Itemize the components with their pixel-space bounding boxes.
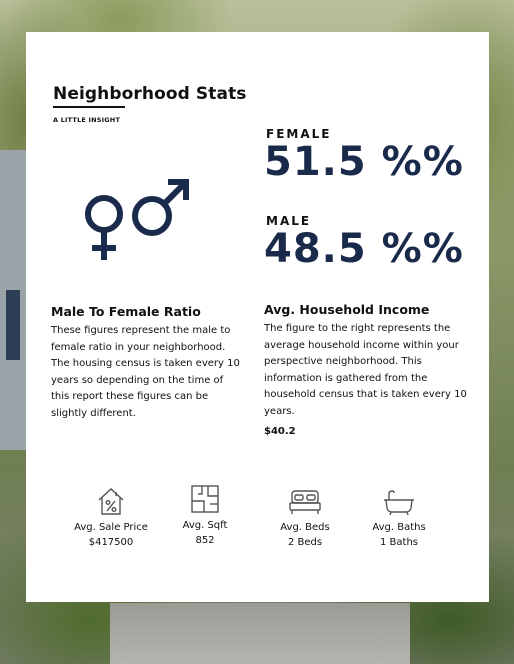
income-heading: Avg. Household Income: [264, 302, 430, 317]
background-road: [110, 603, 410, 664]
feature-sale-price-value: $417500: [88, 537, 134, 548]
male-label: MALE: [266, 214, 312, 228]
page-title: Neighborhood Stats: [53, 84, 247, 104]
feature-baths: Avg. Baths 1 Baths: [349, 488, 449, 550]
gender-symbols-icon: [85, 179, 189, 260]
feature-sale-price: Avg. Sale Price $417500: [61, 486, 161, 550]
feature-beds: Avg. Beds 2 Beds: [255, 488, 355, 550]
bed-icon: [289, 490, 321, 514]
female-label: FEMALE: [266, 127, 332, 141]
male-symbol-icon: [132, 196, 172, 236]
feature-baths-value: 1 Baths: [380, 537, 418, 548]
ratio-heading: Male To Female Ratio: [51, 304, 201, 319]
bathtub-icon: [384, 490, 414, 516]
house-percent-icon: [98, 488, 124, 515]
stats-card: Neighborhood Stats A LITTLE INSIGHT FEMA…: [26, 32, 489, 602]
background-house: [0, 150, 26, 450]
feature-sqft: Avg. Sqft 852: [155, 484, 255, 548]
background-window: [6, 290, 20, 360]
feature-sqft-label: Avg. Sqft: [182, 520, 228, 531]
female-symbol-icon: [85, 195, 123, 233]
feature-sqft-value: 852: [195, 535, 215, 546]
page-subtitle: A LITTLE INSIGHT: [53, 116, 121, 124]
female-value: 51.5 %%: [264, 139, 464, 185]
floorplan-icon: [191, 485, 219, 513]
feature-baths-label: Avg. Baths: [372, 522, 426, 533]
ratio-body: These figures represent the male to fema…: [51, 325, 240, 419]
income-body: The figure to the right represents the a…: [264, 323, 467, 417]
feature-beds-label: Avg. Beds: [280, 522, 330, 533]
feature-beds-value: 2 Beds: [287, 537, 323, 548]
title-underline: [53, 106, 125, 108]
feature-sale-price-label: Avg. Sale Price: [74, 522, 148, 533]
male-value: 48.5 %%: [264, 226, 464, 272]
income-value: $40.2: [264, 426, 296, 437]
